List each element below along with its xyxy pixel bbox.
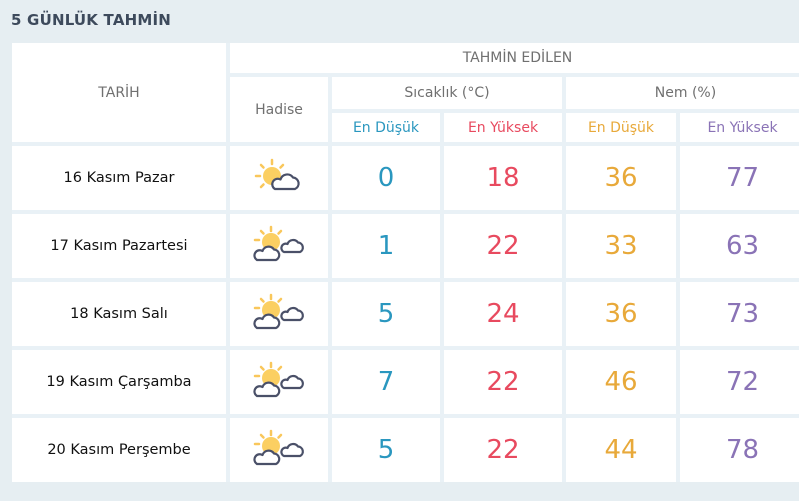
row-hum-low: 44 bbox=[566, 418, 676, 482]
row-date: 16 Kasım Pazar bbox=[12, 146, 226, 210]
forecast-table: TARİH TAHMİN EDİLEN Hadise Sıcaklık (°C)… bbox=[12, 43, 799, 482]
row-date: 20 Kasım Perşembe bbox=[12, 418, 226, 482]
row-hum-low: 36 bbox=[566, 282, 676, 346]
row-hum-high: 78 bbox=[680, 418, 799, 482]
row-event-cell bbox=[230, 350, 328, 414]
sun-two-clouds-icon bbox=[252, 292, 306, 336]
row-temp-low: 5 bbox=[332, 418, 440, 482]
row-date: 18 Kasım Salı bbox=[12, 282, 226, 346]
row-hum-high: 77 bbox=[680, 146, 799, 210]
row-temp-high: 22 bbox=[444, 418, 562, 482]
row-date: 17 Kasım Pazartesi bbox=[12, 214, 226, 278]
header-humidity: Nem (%) bbox=[566, 77, 799, 109]
row-temp-high: 22 bbox=[444, 214, 562, 278]
row-event-cell bbox=[230, 146, 328, 210]
header-temp-low: En Düşük bbox=[332, 113, 440, 142]
header-hum-low: En Düşük bbox=[566, 113, 676, 142]
row-hum-low: 36 bbox=[566, 146, 676, 210]
header-temperature: Sıcaklık (°C) bbox=[332, 77, 562, 109]
row-hum-high: 63 bbox=[680, 214, 799, 278]
row-event-cell bbox=[230, 418, 328, 482]
row-hum-high: 72 bbox=[680, 350, 799, 414]
row-temp-high: 24 bbox=[444, 282, 562, 346]
partly-cloudy-icon bbox=[253, 156, 305, 200]
header-event: Hadise bbox=[230, 77, 328, 142]
section-title: 5 GÜNLÜK TAHMİN bbox=[11, 11, 172, 29]
sun-two-clouds-icon bbox=[252, 360, 306, 404]
row-event-cell bbox=[230, 282, 328, 346]
header-hum-high: En Yüksek bbox=[680, 113, 799, 142]
row-temp-high: 18 bbox=[444, 146, 562, 210]
row-event-cell bbox=[230, 214, 328, 278]
row-temp-high: 22 bbox=[444, 350, 562, 414]
header-temp-high: En Yüksek bbox=[444, 113, 562, 142]
header-date: TARİH bbox=[12, 43, 226, 142]
row-temp-low: 1 bbox=[332, 214, 440, 278]
sun-two-clouds-icon bbox=[252, 224, 306, 268]
header-forecast: TAHMİN EDİLEN bbox=[230, 43, 799, 73]
row-temp-low: 7 bbox=[332, 350, 440, 414]
row-date: 19 Kasım Çarşamba bbox=[12, 350, 226, 414]
row-hum-low: 46 bbox=[566, 350, 676, 414]
row-temp-low: 0 bbox=[332, 146, 440, 210]
sun-two-clouds-icon bbox=[252, 428, 306, 472]
row-hum-low: 33 bbox=[566, 214, 676, 278]
row-hum-high: 73 bbox=[680, 282, 799, 346]
row-temp-low: 5 bbox=[332, 282, 440, 346]
